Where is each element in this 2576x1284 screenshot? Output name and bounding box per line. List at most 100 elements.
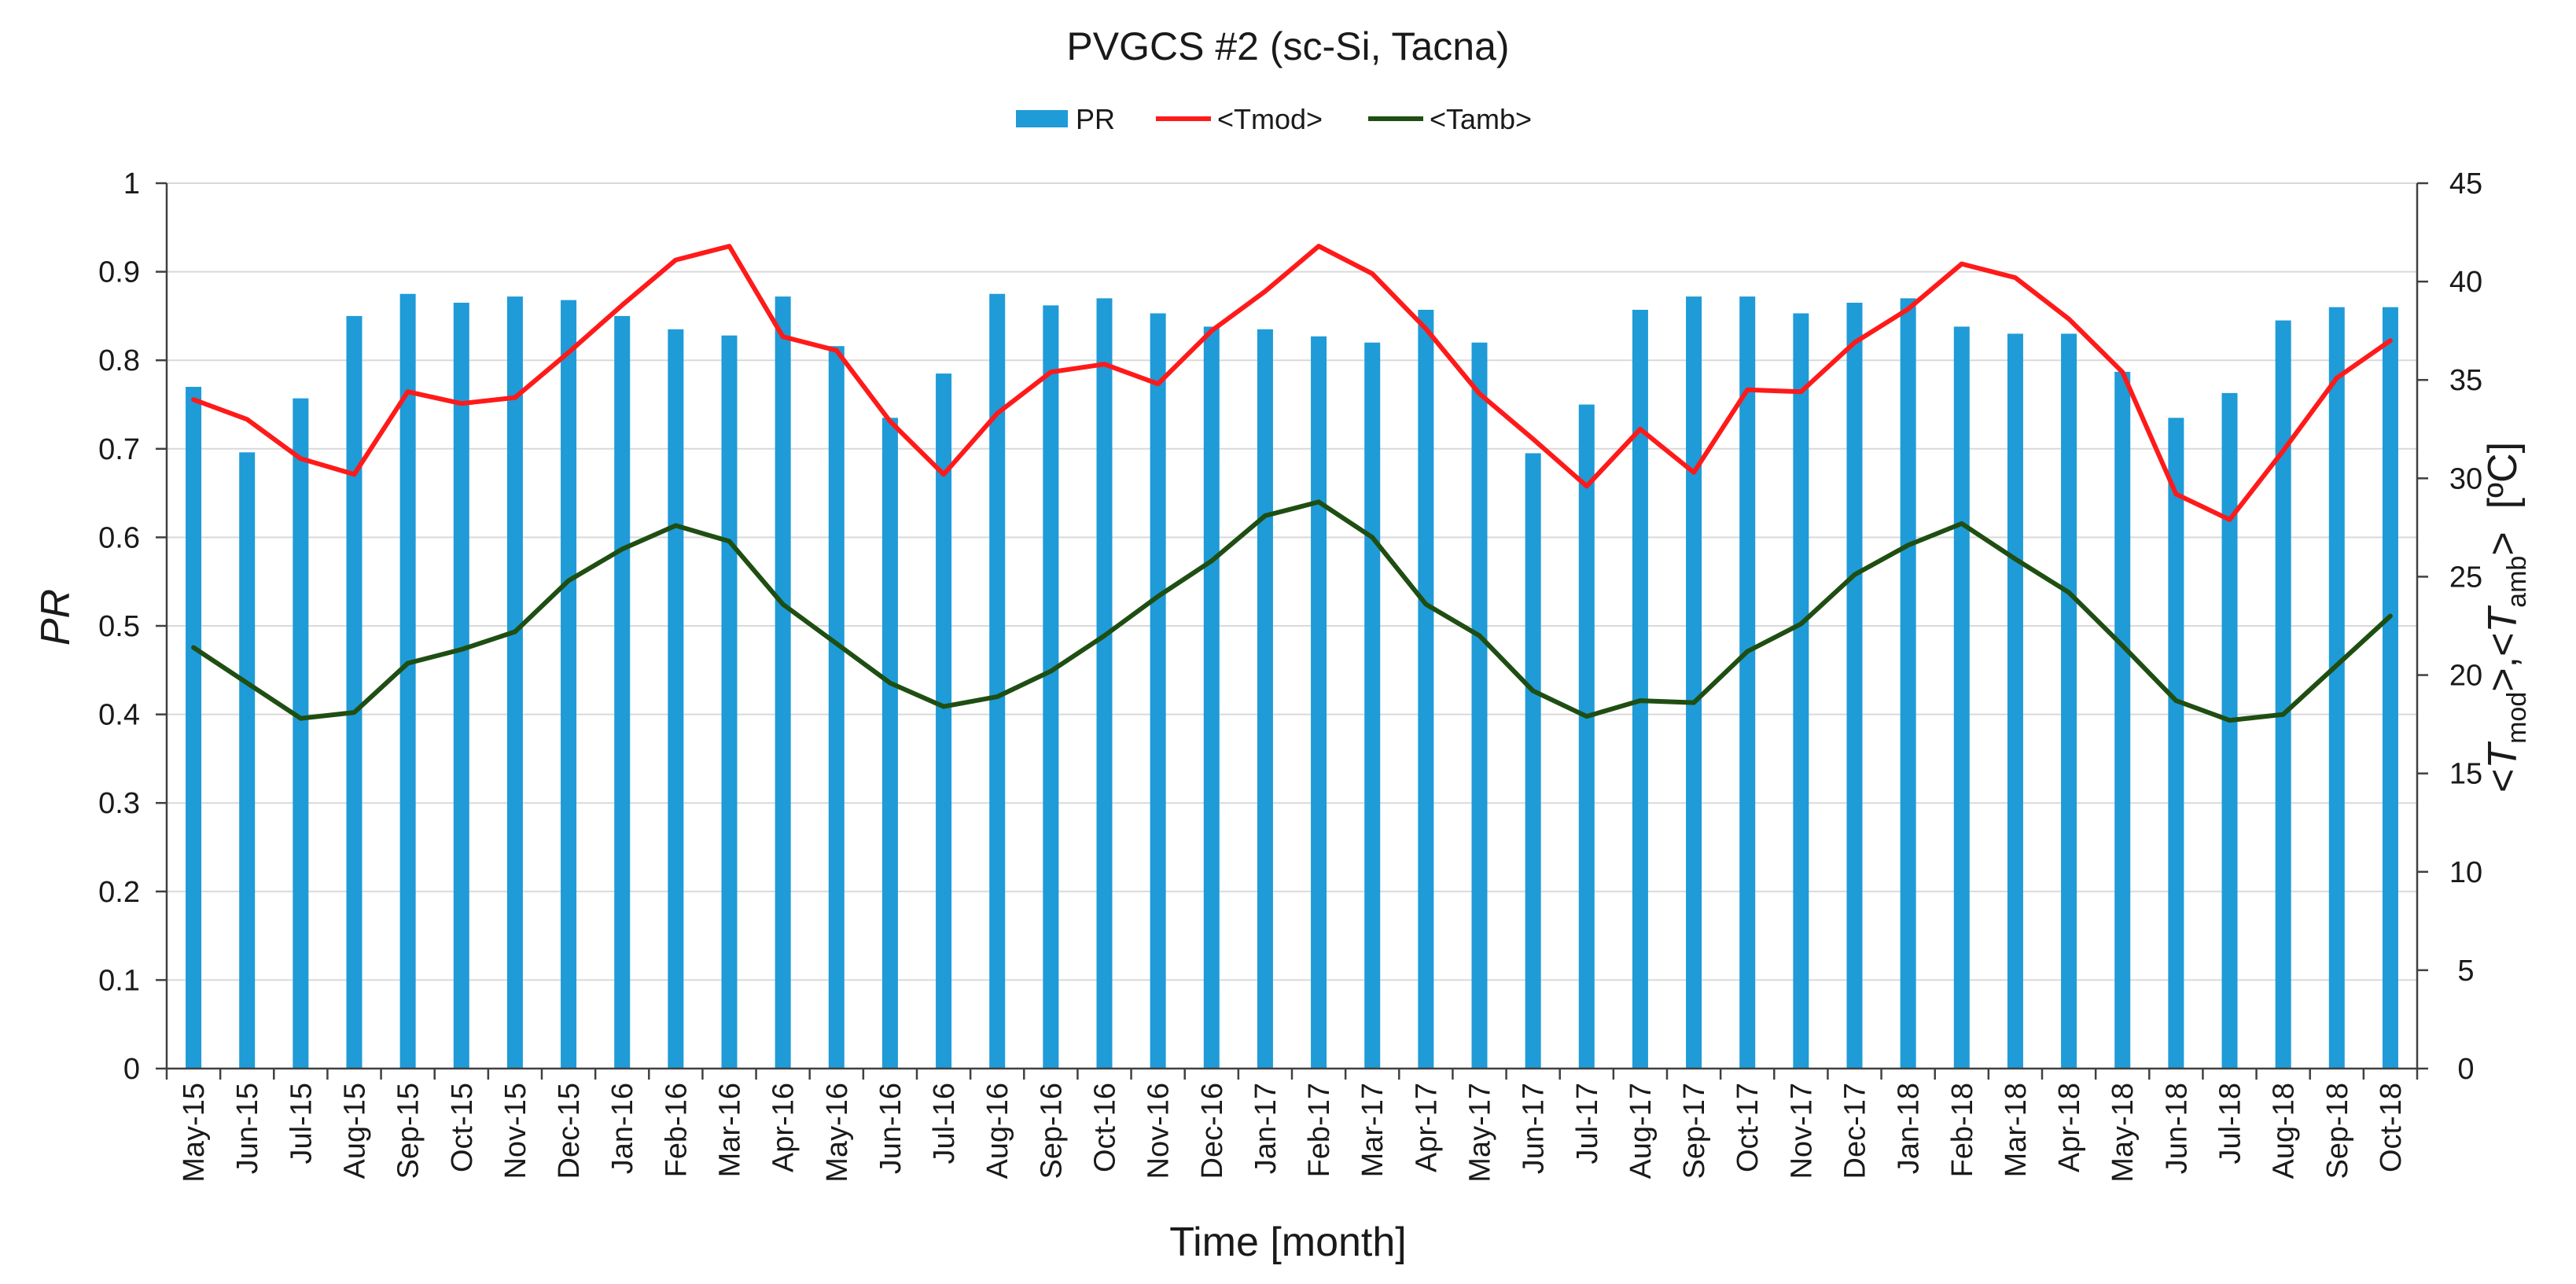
pr-bar [346, 315, 362, 1069]
x-category-label: Dec-17 [1839, 1083, 1872, 1179]
x-category-label: Nov-17 [1785, 1083, 1818, 1179]
x-category-label: Oct-16 [1089, 1083, 1122, 1172]
y2-tick-label: 0 [2457, 1053, 2474, 1086]
right-axis-ticks: 0 5 10 15 20 25 30 35 40 45 [2417, 167, 2482, 1086]
pr-bar [1632, 310, 1648, 1069]
pr-bar [239, 452, 256, 1069]
y-tick-label: 0.2 [98, 876, 140, 909]
tamb-series-line [191, 499, 2393, 723]
legend-label-tmod: <Tmod> [1217, 103, 1323, 135]
pr-bar [1900, 298, 1916, 1069]
pr-bar [1471, 342, 1488, 1069]
pr-bar [936, 373, 952, 1069]
pr-bars [186, 293, 2398, 1069]
x-category-label: Jun-16 [874, 1083, 907, 1174]
pr-bar [2114, 371, 2131, 1069]
y2-title-prefix: < [2480, 769, 2526, 793]
y2-tick-label: 30 [2449, 462, 2482, 495]
x-category-label: Jul-18 [2214, 1083, 2247, 1164]
pr-bar [721, 335, 738, 1069]
pr-bar [1418, 310, 1434, 1069]
pr-bar [186, 386, 202, 1069]
x-category-label: Jun-15 [231, 1083, 264, 1174]
pr-bar [561, 300, 577, 1069]
x-axis-ticks: May-15 Jun-15 Jul-15 Aug-15 Sep-15 Oct-15 Nov-… [165, 1069, 2419, 1183]
pr-bar [2221, 392, 2238, 1069]
x-category-label: Jul-15 [285, 1083, 318, 1164]
y-tick-label: 0.4 [98, 699, 140, 732]
pr-bar [1953, 326, 1970, 1069]
y2-title-middle: >,< [2480, 633, 2526, 692]
pr-bar [2061, 333, 2077, 1069]
y2-title-tamb: T [2480, 605, 2526, 633]
left-axis-ticks: 0 0.1 0.2 0.3 0.4 0.5 0.6 0.7 0.8 0.9 1 [98, 167, 167, 1086]
x-category-label: Apr-16 [767, 1083, 800, 1172]
x-category-label: Sep-17 [1678, 1083, 1711, 1179]
y2-tick-label: 5 [2457, 955, 2474, 988]
pr-bar [881, 418, 898, 1069]
y-tick-label: 0.6 [98, 521, 140, 554]
y-tick-label: 0.9 [98, 256, 140, 289]
y-tick-label: 0.1 [98, 964, 140, 997]
legend-swatch-pr [1016, 110, 1068, 127]
x-category-label: May-17 [1464, 1083, 1497, 1183]
temperature-lines [191, 244, 2393, 723]
y-tick-label: 0.8 [98, 344, 140, 377]
pr-bar [1739, 296, 1756, 1069]
y2-tick-label: 45 [2449, 167, 2482, 201]
x-category-label: May-15 [178, 1083, 211, 1183]
pr-bar [1311, 336, 1327, 1069]
x-axis-title: Time [month] [1169, 1220, 1407, 1265]
x-category-label: Dec-16 [1196, 1083, 1229, 1179]
pr-bar [1686, 296, 1702, 1069]
y2-axis-title: <Tmod>,<Tamb> [ºC] [2480, 442, 2532, 793]
y2-tick-label: 10 [2449, 856, 2482, 889]
x-category-label: Aug-15 [339, 1083, 372, 1179]
pr-bar [668, 329, 684, 1069]
x-category-label: Jan-17 [1249, 1083, 1282, 1174]
pr-bar [1257, 329, 1273, 1069]
legend-label-pr: PR [1076, 103, 1115, 135]
x-category-label: Aug-16 [981, 1083, 1014, 1179]
pr-bar [1578, 404, 1595, 1069]
x-category-label: Jul-17 [1571, 1083, 1604, 1164]
pr-bar [1364, 342, 1381, 1069]
pr-bar [989, 293, 1006, 1069]
x-category-label: Feb-18 [1946, 1083, 1979, 1177]
pr-bar [453, 303, 469, 1069]
x-category-label: Apr-17 [1410, 1083, 1443, 1172]
y2-tick-label: 20 [2449, 660, 2482, 693]
pr-bar [2007, 333, 2023, 1069]
pr-bar [1150, 313, 1166, 1069]
pr-bar [614, 315, 631, 1069]
x-category-label: Oct-15 [446, 1083, 479, 1172]
y-tick-label: 0.3 [98, 787, 140, 820]
y2-title-tamb-sub: amb [2502, 556, 2532, 608]
x-category-label: Jan-16 [606, 1083, 639, 1174]
x-category-label: Jul-16 [928, 1083, 961, 1164]
legend-label-tamb: <Tamb> [1430, 103, 1532, 135]
y-tick-label: 0.7 [98, 433, 140, 466]
pr-bar [2382, 307, 2398, 1069]
y2-tick-label: 25 [2449, 561, 2482, 594]
legend: PR <Tmod> <Tamb> [1016, 103, 1532, 135]
chart-title: PVGCS #2 (sc-Si, Tacna) [1066, 24, 1509, 68]
x-category-label: Oct-18 [2375, 1083, 2408, 1172]
tmod-series-line [191, 244, 2393, 522]
x-category-label: Feb-17 [1303, 1083, 1336, 1177]
pr-bar [1846, 303, 1863, 1069]
pr-bar [1203, 326, 1220, 1069]
pr-bar [293, 398, 309, 1069]
y-tick-label: 0 [123, 1053, 140, 1086]
x-category-label: Sep-18 [2321, 1083, 2354, 1179]
y2-tick-label: 35 [2449, 364, 2482, 397]
pr-bar [775, 296, 791, 1069]
pr-bar [1793, 313, 1809, 1069]
x-category-label: Jun-18 [2160, 1083, 2193, 1174]
x-category-label: Feb-16 [660, 1083, 693, 1177]
pr-bar [399, 293, 416, 1069]
x-category-label: Sep-16 [1035, 1083, 1068, 1179]
x-category-label: Sep-15 [392, 1083, 425, 1179]
pr-bar [1525, 453, 1541, 1069]
